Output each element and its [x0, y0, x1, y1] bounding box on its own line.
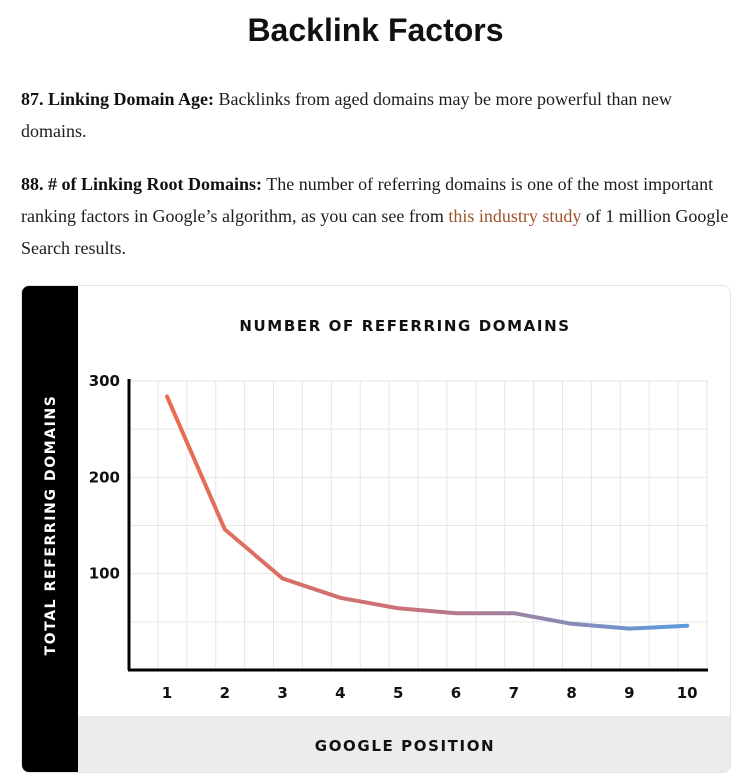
x-axis-label: GOOGLE POSITION: [315, 737, 495, 755]
chart-series: [165, 394, 690, 631]
x-tick-label: 9: [624, 684, 634, 702]
page-title: Backlink Factors: [247, 12, 504, 48]
x-tick-label: 1: [162, 684, 172, 702]
y-axis-label: TOTAL REFERRING DOMAINS: [43, 395, 59, 656]
x-tick-label: 3: [277, 684, 287, 702]
chart-labels: 1 2 3 4 5 6 7 8 9 10 100 200 300: [89, 372, 698, 702]
x-tick-label: 4: [335, 684, 345, 702]
factor-87-label: 87. Linking Domain Age:: [21, 89, 215, 109]
chart-axes: [127, 379, 708, 672]
chart-grid: [128, 380, 708, 671]
x-tick-label: 8: [566, 684, 576, 702]
factor-88-text-before: The number of referring domains is one o…: [21, 174, 714, 226]
factor-88-label: 88. # of Linking Root Domains:: [21, 174, 263, 194]
chart-card: 1 2 3 4 5 6 7 8 9 10 100 200 300 NUMBER OF REFERRING…: [21, 285, 731, 773]
factor-88: 88. # of Linking Root Domains: The numbe…: [21, 168, 733, 264]
chart-sidebar: [22, 286, 78, 772]
x-tick-label: 10: [677, 684, 698, 702]
factor-87-text: Backlinks from aged domains may be more …: [21, 89, 672, 141]
y-tick-label: 200: [89, 468, 120, 486]
chart-footer-band: [78, 716, 730, 772]
y-tick-label: 300: [89, 372, 120, 390]
x-tick-label: 6: [451, 684, 461, 702]
chart-title: NUMBER OF REFERRING DOMAINS: [239, 317, 570, 335]
y-tick-label: 100: [89, 565, 120, 583]
x-tick-label: 7: [509, 684, 519, 702]
factor-87: 87. Linking Domain Age: Backlinks from a…: [21, 83, 733, 147]
industry-study-link[interactable]: this industry study: [448, 206, 582, 226]
x-tick-label: 5: [393, 684, 403, 702]
x-tick-label: 2: [220, 684, 230, 702]
referring-domains-chart: 1 2 3 4 5 6 7 8 9 10 100 200 300 NUMBER OF REFERRING…: [22, 286, 730, 772]
series-line: [165, 394, 690, 631]
factor-88-text-after: of 1 million Google Search results.: [21, 206, 729, 258]
